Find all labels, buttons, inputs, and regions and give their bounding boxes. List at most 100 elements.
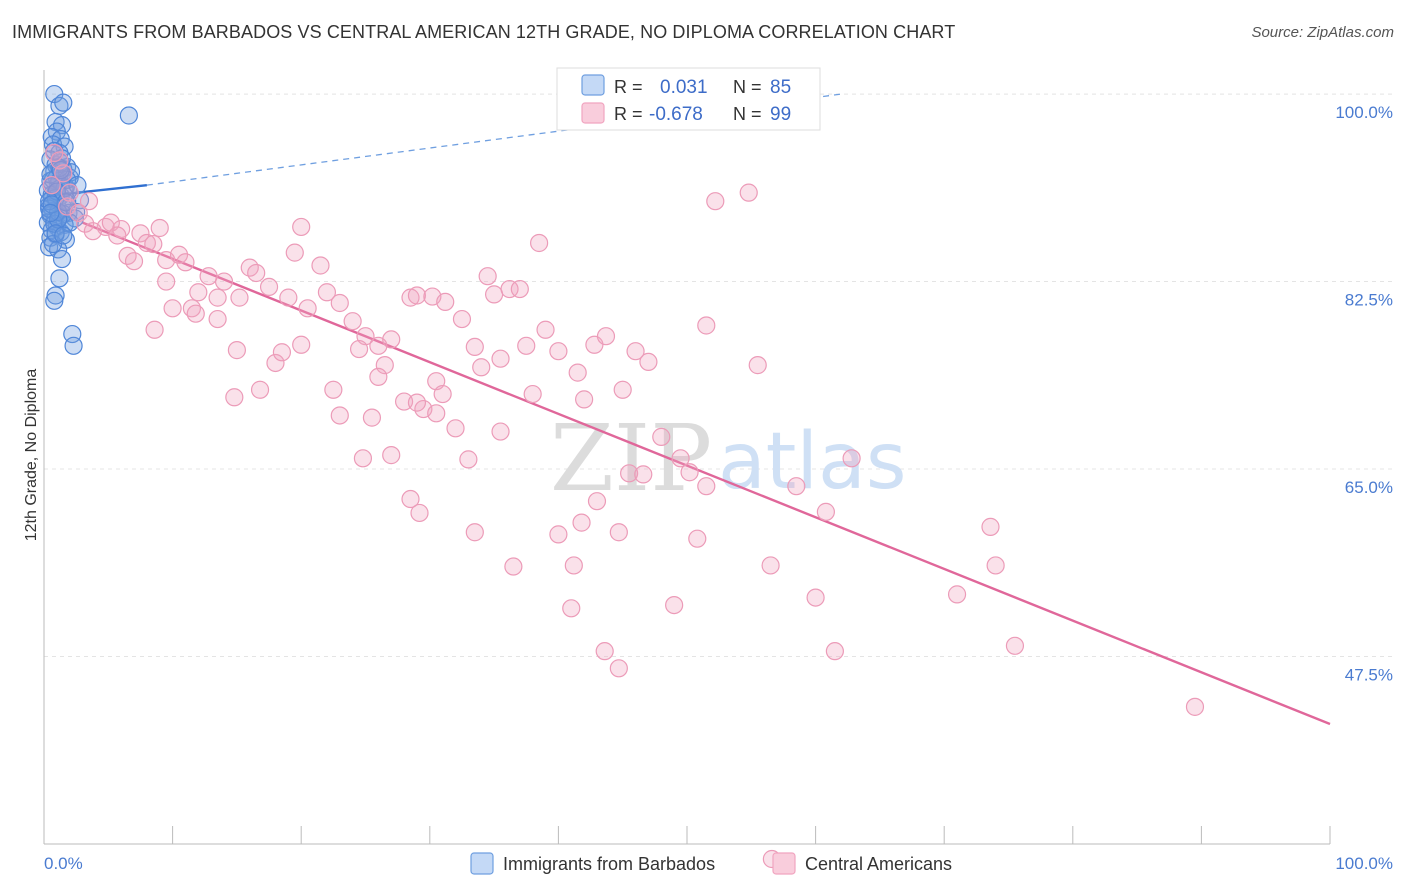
data-point-central-americans [369,367,388,387]
data-point-barbados [45,291,64,310]
y-axis-label: 12th Grade, No Diploma [23,369,40,542]
data-point-central-americans [842,449,861,468]
data-point-central-americans [500,279,519,299]
data-point-central-americans [626,342,645,361]
data-point-central-americans [575,390,594,409]
legend-swatch-pink [581,102,605,124]
data-point-central-americans [225,388,244,407]
data-point-central-americans [981,517,1000,536]
data-point-central-americans [144,234,163,254]
data-point-central-americans [947,585,967,604]
data-point-central-americans [169,245,189,264]
data-point-central-americans [680,463,699,482]
data-point-central-americans [549,342,568,361]
data-point-central-americans [189,283,208,302]
data-point-central-americans [208,309,227,329]
data-point-barbados [41,203,60,223]
bottom-legend-label-pink: Central Americans [805,854,952,874]
legend-n-label-pink: N = [733,104,762,124]
data-point-central-americans [292,335,311,354]
data-point-central-americans [76,214,95,233]
data-point-central-americans [69,203,88,223]
data-point-central-americans [131,224,150,243]
data-point-central-americans [58,197,77,216]
data-point-central-americans [465,523,484,542]
data-point-central-americans [163,299,182,318]
data-point-central-americans [787,477,806,496]
source-label: Source: ZipAtlas.com [1251,24,1394,41]
data-point-central-americans [362,408,382,427]
data-point-central-americans [382,330,401,349]
data-point-central-americans [54,164,73,183]
legend-r-value-pink: -0.678 [649,104,703,125]
data-point-central-americans [349,339,369,359]
data-point-central-americans [176,253,195,272]
data-point-central-americans [572,513,591,532]
data-point-central-americans [652,427,671,446]
series-central-american-points [42,143,1205,869]
data-point-central-americans [665,595,684,615]
data-point-central-americans [145,320,164,339]
data-point-central-americans [272,343,292,362]
data-point-barbados [54,226,73,245]
data-point-central-americans [517,336,536,355]
legend-swatch-blue [581,74,605,96]
data-point-barbados [54,93,73,112]
chart-title: IMMIGRANTS FROM BARBADOS VS CENTRAL AMER… [12,22,956,42]
data-point-central-americans [298,299,317,318]
x-tick-right: 100.0% [1335,854,1393,873]
data-point-central-americans [407,286,427,305]
data-point-central-americans [706,192,725,211]
data-point-central-americans [806,588,825,607]
data-point-central-americans [427,404,446,423]
legend-r-label-pink: R = [614,104,643,124]
data-point-central-americans [465,337,484,357]
data-point-central-americans [748,356,767,375]
data-point-central-americans [523,384,542,404]
data-point-central-americans [671,449,690,468]
data-point-central-americans [137,233,156,253]
bottom-legend-swatch-pink [772,852,796,875]
data-point-central-americans [568,363,587,382]
data-point-central-americans [562,599,581,618]
grid-lines [44,93,1393,658]
trend-line-central-americans [82,221,1331,726]
data-point-central-americans [472,358,491,377]
data-point-central-americans [549,525,568,544]
data-point-central-americans [150,218,169,238]
legend-r-label-blue: R = [614,77,643,97]
data-point-central-americans [446,419,465,438]
data-point-central-americans [459,450,478,469]
data-point-central-americans [330,293,349,313]
data-point-central-americans [504,557,523,576]
series-barbados-points [38,84,138,355]
data-point-central-americans [825,642,844,661]
data-point-central-americans [739,183,758,202]
legend-r-value-blue: 0.031 [660,77,708,98]
data-point-central-americans [564,556,583,575]
y-tick-label: 65.0% [1345,478,1393,497]
legend-n-value-blue: 85 [770,77,791,98]
data-point-central-americans [697,316,716,335]
data-point-central-americans [986,556,1005,575]
data-point-central-americans [688,529,707,548]
data-point-central-americans [353,449,373,468]
data-point-central-americans [279,288,298,307]
data-point-barbados [50,269,69,288]
data-point-central-americans [587,492,607,511]
data-point-central-americans [761,556,780,575]
y-tick-label: 100.0% [1335,103,1393,122]
data-point-central-americans [639,352,658,372]
data-point-central-americans [491,349,510,368]
data-point-central-americans [83,222,102,241]
data-point-central-americans [60,183,79,202]
data-point-central-americans [285,243,304,262]
data-point-central-americans [401,489,420,509]
data-point-central-americans [311,256,330,275]
data-point-central-americans [620,464,639,483]
y-tick-label: 82.5% [1345,291,1393,310]
data-point-central-americans [259,277,279,297]
bottom-legend-label-blue: Immigrants from Barbados [503,854,715,874]
data-point-central-americans [436,292,455,312]
data-point-central-americans [530,233,549,253]
